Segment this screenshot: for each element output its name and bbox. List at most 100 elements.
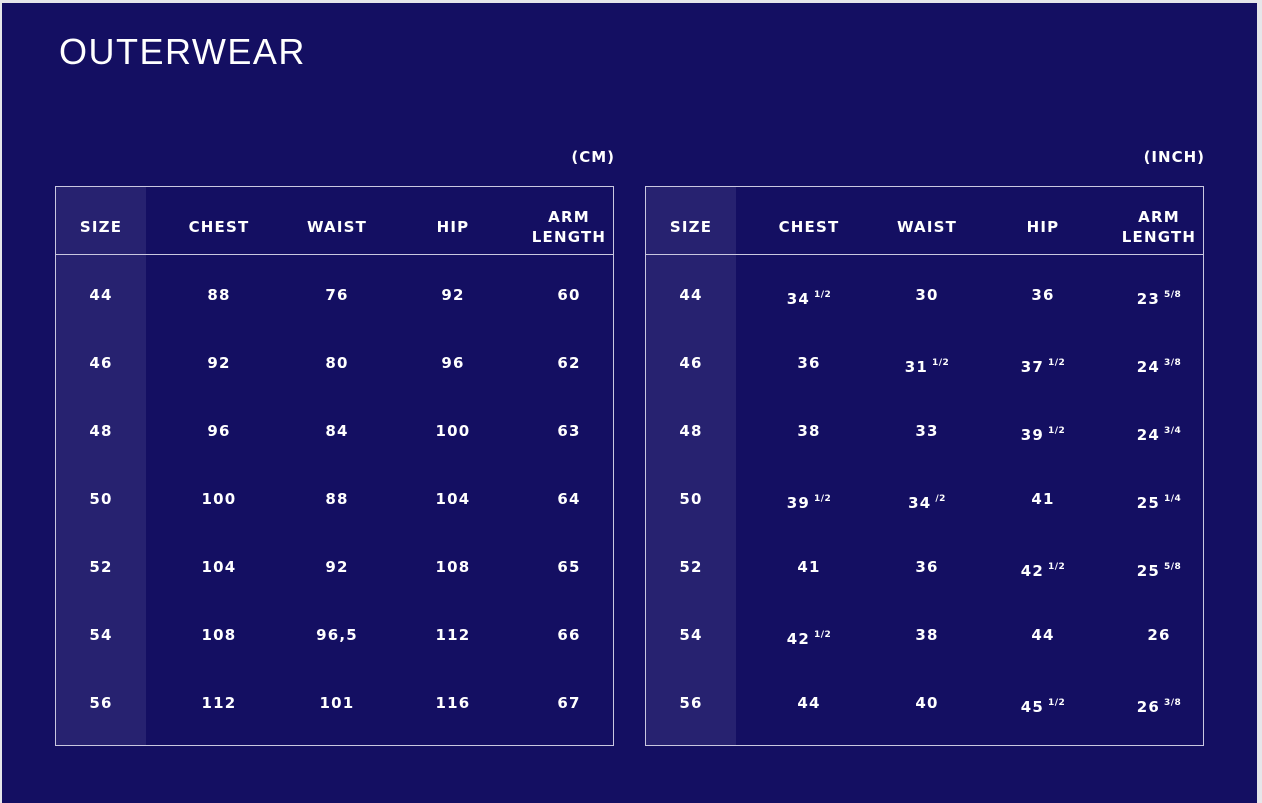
value-fraction: 1/2 [1047,562,1066,572]
value-whole: 26 [1136,698,1160,716]
value-whole: 33 [915,422,939,440]
cell-arm-length: 24 3/8 [1104,353,1214,377]
cell-chest: 39 1/2 [754,489,864,513]
value-whole: 48 [679,422,703,440]
cell-hip: 39 1/2 [988,421,1098,445]
cell-chest: 38 [754,421,864,441]
value-whole: 31 [904,358,928,376]
value-whole: 56 [679,694,703,712]
value-fraction: 1/2 [1047,358,1066,368]
cell-size: 44 [89,286,113,304]
cell-waist: 88 [325,490,349,508]
cell-hip: 100 [435,422,471,440]
value-fraction: /2 [935,494,946,504]
header-chest: CHEST [778,218,840,236]
cell-size: 48 [89,422,113,440]
value-whole: 44 [679,286,703,304]
cell-hip: 112 [435,626,471,644]
value-whole: 39 [786,494,810,512]
header-arm-length: ARM LENGTH [531,208,607,246]
value-whole: 37 [1020,358,1044,376]
value-whole: 24 [1136,426,1160,444]
cell-chest: 44 [754,693,864,713]
cell-arm-length: 67 [557,694,581,712]
value-fraction: 5/8 [1163,290,1182,300]
cell-hip: 104 [435,490,471,508]
value-whole: 42 [786,630,810,648]
cell-arm-length: 63 [557,422,581,440]
cell-size: 56 [89,694,113,712]
cell-size: 46 [89,354,113,372]
cell-hip: 42 1/2 [988,557,1098,581]
inch-unit-label: (INCH) [1143,148,1205,166]
value-whole: 42 [1020,562,1044,580]
cell-arm-length: 60 [557,286,581,304]
cell-chest: 41 [754,557,864,577]
value-whole: 41 [1031,490,1055,508]
value-whole: 34 [786,290,810,308]
value-whole: 36 [797,354,821,372]
value-whole: 25 [1136,494,1160,512]
value-fraction: 1/4 [1163,494,1182,504]
value-whole: 46 [679,354,703,372]
value-fraction: 1/2 [931,358,950,368]
cell-chest: 96 [207,422,231,440]
cell-chest: 104 [201,558,237,576]
value-fraction: 3/4 [1163,426,1182,436]
cell-chest: 88 [207,286,231,304]
value-whole: 39 [1020,426,1044,444]
value-fraction: 5/8 [1163,562,1182,572]
cell-size: 50 [636,489,746,509]
header-divider [646,254,1203,255]
cell-waist: 30 [872,285,982,305]
cell-size: 48 [636,421,746,441]
value-whole: 52 [679,558,703,576]
value-whole: 45 [1020,698,1044,716]
inch-size-table: SIZE CHEST WAIST HIP ARM LENGTH 44 34 1/2 30 36 23… [645,186,1204,746]
cell-hip: 37 1/2 [988,353,1098,377]
cell-size: 44 [636,285,746,305]
cell-size: 46 [636,353,746,373]
cell-chest: 42 1/2 [754,625,864,649]
cell-hip: 45 1/2 [988,693,1098,717]
cell-hip: 96 [441,354,465,372]
value-whole: 44 [797,694,821,712]
cell-arm-length: 25 1/4 [1104,489,1214,513]
value-fraction: 1/2 [1047,426,1066,436]
value-fraction: 1/2 [813,630,832,640]
cell-waist: 40 [872,693,982,713]
header-size: SIZE [669,218,713,236]
cell-hip: 92 [441,286,465,304]
size-chart-page: OUTERWEAR (CM) (INCH) SIZE CHEST WAIST HIP A… [2,3,1257,803]
header-chest: CHEST [188,218,250,236]
cell-chest: 34 1/2 [754,285,864,309]
value-whole: 26 [1147,626,1171,644]
value-whole: 30 [915,286,939,304]
cell-hip: 108 [435,558,471,576]
cm-unit-label: (CM) [571,148,615,166]
value-whole: 38 [915,626,939,644]
header-size: SIZE [79,218,123,236]
cell-arm-length: 65 [557,558,581,576]
cell-waist: 36 [872,557,982,577]
cell-arm-length: 66 [557,626,581,644]
cell-waist: 80 [325,354,349,372]
cell-arm-length: 25 5/8 [1104,557,1214,581]
value-whole: 24 [1136,358,1160,376]
header-hip: HIP [436,218,470,236]
cell-size: 54 [89,626,113,644]
cell-arm-length: 26 3/8 [1104,693,1214,717]
value-whole: 23 [1136,290,1160,308]
cell-arm-length: 24 3/4 [1104,421,1214,445]
value-whole: 36 [915,558,939,576]
cell-hip: 36 [988,285,1098,305]
header-waist: WAIST [306,218,368,236]
cell-size: 52 [636,557,746,577]
value-fraction: 3/8 [1163,698,1182,708]
cell-chest: 36 [754,353,864,373]
cell-hip: 116 [435,694,471,712]
value-whole: 44 [1031,626,1055,644]
cm-size-table: SIZE CHEST WAIST HIP ARM LENGTH 44 88 76 92 60 46 9… [55,186,614,746]
value-fraction: 1/2 [813,290,832,300]
header-arm-length: ARM LENGTH [1121,208,1197,246]
